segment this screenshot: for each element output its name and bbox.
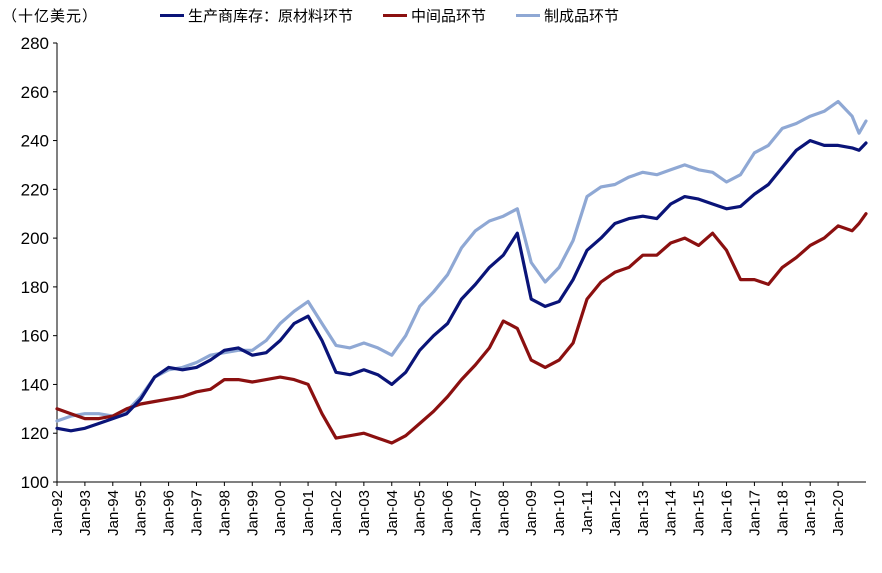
legend-swatch-intermediate: [383, 14, 408, 17]
x-tick-label: Jan-13: [635, 490, 652, 536]
x-tick-label: Jan-08: [495, 490, 512, 536]
legend-label-raw-materials: 生产商库存：原材料环节: [188, 7, 354, 25]
x-tick-label: Jan-15: [691, 490, 708, 536]
y-tick-label: 220: [21, 180, 49, 199]
legend-swatch-raw-materials: [160, 14, 184, 17]
y-tick-label: 100: [21, 473, 49, 492]
y-tick-label: 120: [21, 424, 49, 443]
x-tick-label: Jan-12: [607, 490, 624, 536]
y-tick-label: 260: [21, 83, 49, 102]
series-line-raw-materials: [55, 139, 868, 433]
x-tick-label: Jan-16: [719, 490, 736, 536]
x-tick-label: Jan-11: [579, 490, 596, 535]
legend-item-finished-goods: 制成品环节: [516, 5, 619, 26]
x-tick-label: Jan-20: [830, 490, 847, 536]
y-tick-label: 200: [21, 229, 49, 248]
x-tick-label: Jan-94: [105, 490, 122, 536]
legend-label-intermediate: 中间品环节: [411, 7, 487, 25]
legend-label-finished-goods: 制成品环节: [544, 7, 620, 25]
x-tick-label: Jan-92: [49, 490, 66, 536]
x-tick-label: Jan-00: [272, 490, 289, 536]
x-tick-label: Jan-95: [133, 490, 150, 536]
x-tick-label: Jan-99: [244, 490, 261, 536]
y-tick-label: 140: [21, 375, 49, 394]
y-tick-label: 240: [21, 132, 49, 151]
x-tick-label: Jan-18: [774, 490, 791, 536]
x-tick-label: Jan-09: [523, 490, 540, 536]
x-tick-label: Jan-17: [746, 490, 763, 536]
unit-label: （十亿美元）: [2, 7, 99, 25]
series-line-finished-goods: [55, 99, 868, 423]
x-tick-label: Jan-06: [440, 490, 457, 536]
x-tick-label: Jan-04: [384, 490, 401, 536]
y-tick-label: 160: [21, 327, 49, 346]
y-tick-label: 280: [21, 34, 49, 53]
legend: 生产商库存：原材料环节 中间品环节 制成品环节: [160, 5, 619, 26]
plot-area: 100 120 140 160 180 200 220 240 260 280 Jan-92 Jan-…: [21, 34, 868, 536]
x-tick-label: Jan-05: [412, 490, 429, 536]
legend-item-intermediate: 中间品环节: [383, 5, 486, 26]
x-tick-label: Jan-01: [300, 490, 317, 536]
x-tick-label: Jan-97: [188, 490, 205, 536]
x-tick-label: Jan-93: [77, 490, 94, 536]
x-tick-label: Jan-07: [467, 490, 484, 536]
series-line-intermediate: [55, 212, 868, 445]
legend-item-raw-materials: 生产商库存：原材料环节: [160, 5, 353, 26]
x-tick-label: Jan-98: [216, 490, 233, 536]
x-tick-label: Jan-96: [161, 490, 178, 536]
x-tick-label: Jan-03: [356, 490, 373, 536]
x-tick-label: Jan-02: [328, 490, 345, 536]
legend-swatch-finished-goods: [516, 14, 541, 17]
x-tick-label: Jan-19: [802, 490, 819, 536]
y-tick-label: 180: [21, 278, 49, 297]
x-tick-label: Jan-10: [551, 490, 568, 536]
x-tick-label: Jan-14: [663, 490, 680, 536]
